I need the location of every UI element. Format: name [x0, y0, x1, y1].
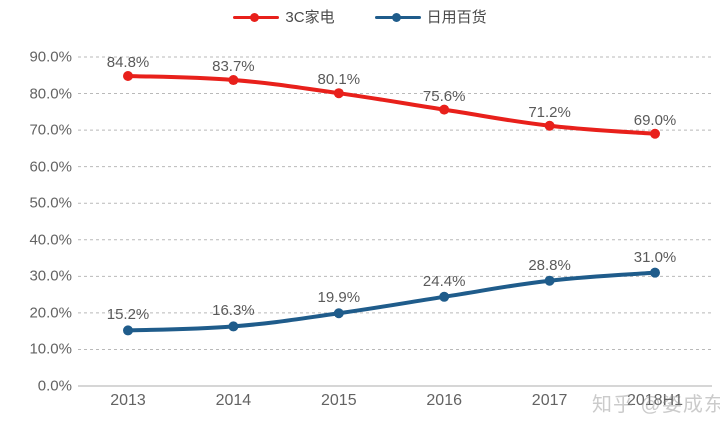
x-axis-tick-label: 2018H1	[626, 392, 684, 409]
watermark: 知乎 @姿成东	[592, 394, 720, 416]
legend-marker-3c	[250, 13, 260, 22]
legend-item-daily[interactable]: 日用百货	[374, 8, 487, 26]
data-point[interactable]	[333, 308, 344, 319]
x-axis-tick-label: 2014	[215, 392, 252, 409]
y-axis-tick-label: 70.0%	[29, 121, 72, 139]
plot-svg	[78, 56, 712, 387]
data-point[interactable]	[650, 267, 660, 278]
legend-marker-daily	[391, 13, 401, 22]
plot-area	[78, 56, 712, 387]
legend-swatch-3c	[233, 10, 280, 24]
data-point[interactable]	[228, 75, 239, 86]
data-point[interactable]	[439, 291, 450, 302]
data-point[interactable]	[650, 128, 660, 139]
data-point[interactable]	[123, 71, 133, 82]
legend-label-daily: 日用百货	[426, 8, 487, 26]
y-axis-tick-label: 80.0%	[29, 85, 72, 103]
y-axis: 90.0% 80.0% 70.0% 60.0% 50.0% 40.0% 30.0% 20.0%…	[0, 49, 72, 395]
data-point[interactable]	[333, 88, 344, 99]
series-layer	[123, 71, 660, 336]
y-axis-tick-label: 0.0%	[37, 377, 72, 395]
legend-label-3c: 3C家电	[285, 8, 335, 26]
data-point[interactable]	[123, 325, 133, 336]
legend-swatch-daily	[374, 10, 421, 24]
data-point[interactable]	[228, 321, 239, 332]
y-axis-tick-label: 20.0%	[29, 304, 72, 322]
x-axis-tick-label: 2013	[110, 392, 146, 409]
data-point[interactable]	[544, 120, 555, 131]
data-point[interactable]	[439, 104, 450, 115]
y-axis-tick-label: 90.0%	[29, 48, 72, 66]
series-line-2	[126, 270, 657, 333]
series-line-1	[126, 74, 657, 136]
y-axis-tick-label: 50.0%	[29, 194, 72, 212]
gridlines	[78, 56, 712, 387]
x-axis: 2013 2014 2015 2016 2017 2018H1	[78, 392, 712, 418]
y-axis-tick-label: 40.0%	[29, 231, 72, 249]
y-axis-tick-label: 60.0%	[29, 158, 72, 176]
x-axis-tick-label: 2016	[426, 392, 462, 409]
x-axis-tick-label: 2015	[321, 392, 357, 409]
y-axis-tick-label: 10.0%	[29, 340, 72, 358]
x-axis-tick-label: 2017	[531, 392, 568, 409]
y-axis-tick-label: 30.0%	[29, 267, 72, 285]
chart-legend: 3C家电 日用百货	[0, 4, 720, 30]
data-point[interactable]	[544, 275, 555, 286]
legend-item-3c[interactable]: 3C家电	[233, 8, 335, 26]
